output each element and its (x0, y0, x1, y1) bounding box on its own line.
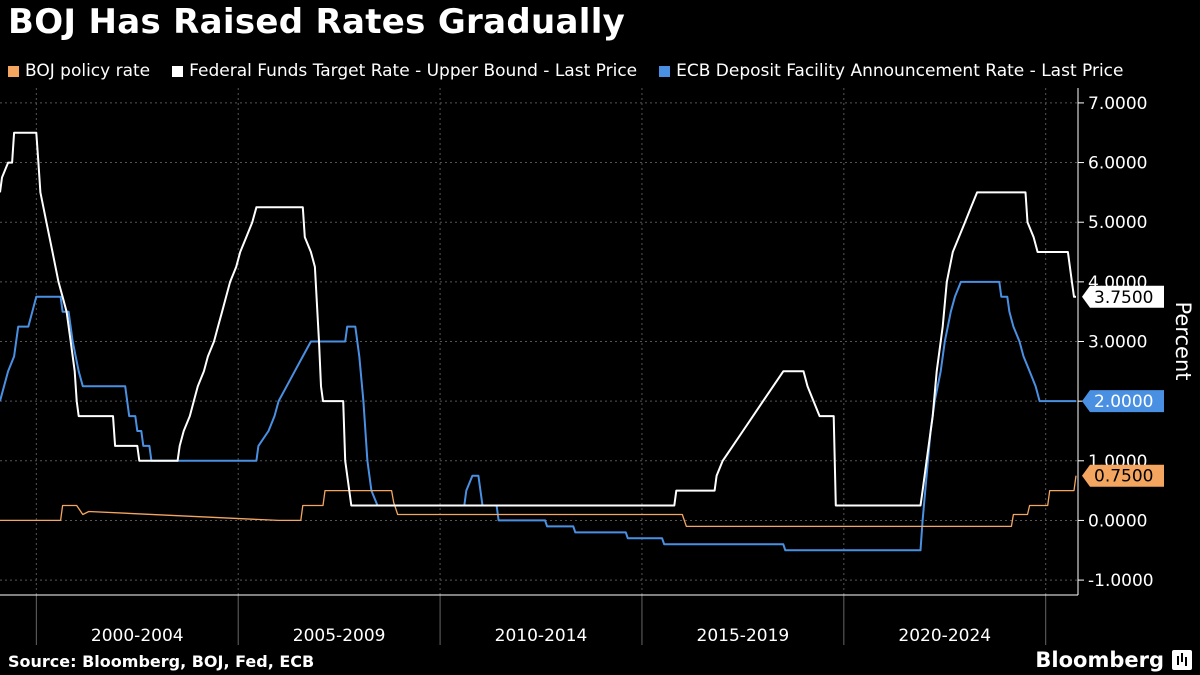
last-value-boj-text: 0.7500 (1094, 467, 1153, 487)
brand-logo: Bloomberg (1035, 648, 1164, 672)
last-value-ecb: 2.0000 (1082, 390, 1164, 413)
x-tick-label: 2015-2019 (697, 626, 790, 646)
legend-swatch-boj (8, 65, 19, 77)
y-tick-label: 3.0000 (1088, 333, 1147, 353)
x-tick-label: 2000-2004 (91, 626, 184, 646)
x-tick-label: 2020-2024 (898, 626, 991, 646)
legend-item-boj: BOJ policy rate (8, 61, 150, 81)
legend-swatch-fed (172, 65, 184, 77)
last-value-fed-box (1082, 285, 1164, 308)
legend-label-boj: BOJ policy rate (25, 61, 151, 81)
last-value-fed: 3.7500 (1082, 285, 1164, 308)
legend-item-fed: Federal Funds Target Rate - Upper Bound … (172, 61, 637, 81)
last-value-ecb-text: 2.0000 (1094, 392, 1153, 412)
y-tick-label: 7.0000 (1088, 94, 1147, 114)
source-note: Source: Bloomberg, BOJ, Fed, ECB (8, 652, 315, 671)
last-value-boj: 0.7500 (1082, 464, 1164, 487)
legend-label-ecb: ECB Deposit Facility Announcement Rate -… (676, 61, 1124, 81)
chart-legend: BOJ policy rate Federal Funds Target Rat… (8, 60, 1145, 82)
y-tick-label: 5.0000 (1088, 213, 1147, 233)
last-value-boj-box (1082, 464, 1164, 487)
y-axis-title: Percent (1171, 301, 1195, 380)
chart-title: BOJ Has Raised Rates Gradually (8, 2, 626, 42)
legend-swatch-ecb (659, 65, 671, 77)
series-line-ecb (0, 280, 1076, 552)
y-tick-label: -1.0000 (1088, 571, 1154, 591)
series-line-boj (0, 475, 1077, 528)
y-tick-label: 6.0000 (1088, 154, 1147, 174)
y-tick-label: 0.0000 (1088, 511, 1147, 531)
series-line-fed (0, 131, 1076, 507)
legend-label-fed: Federal Funds Target Rate - Upper Bound … (189, 61, 638, 81)
legend-item-ecb: ECB Deposit Facility Announcement Rate -… (659, 61, 1123, 81)
bloomberg-icon (1172, 650, 1192, 670)
x-tick-label: 2005-2009 (293, 626, 386, 646)
last-value-fed-text: 3.7500 (1094, 288, 1153, 308)
last-value-ecb-box (1082, 390, 1164, 413)
x-tick-label: 2010-2014 (495, 626, 588, 646)
